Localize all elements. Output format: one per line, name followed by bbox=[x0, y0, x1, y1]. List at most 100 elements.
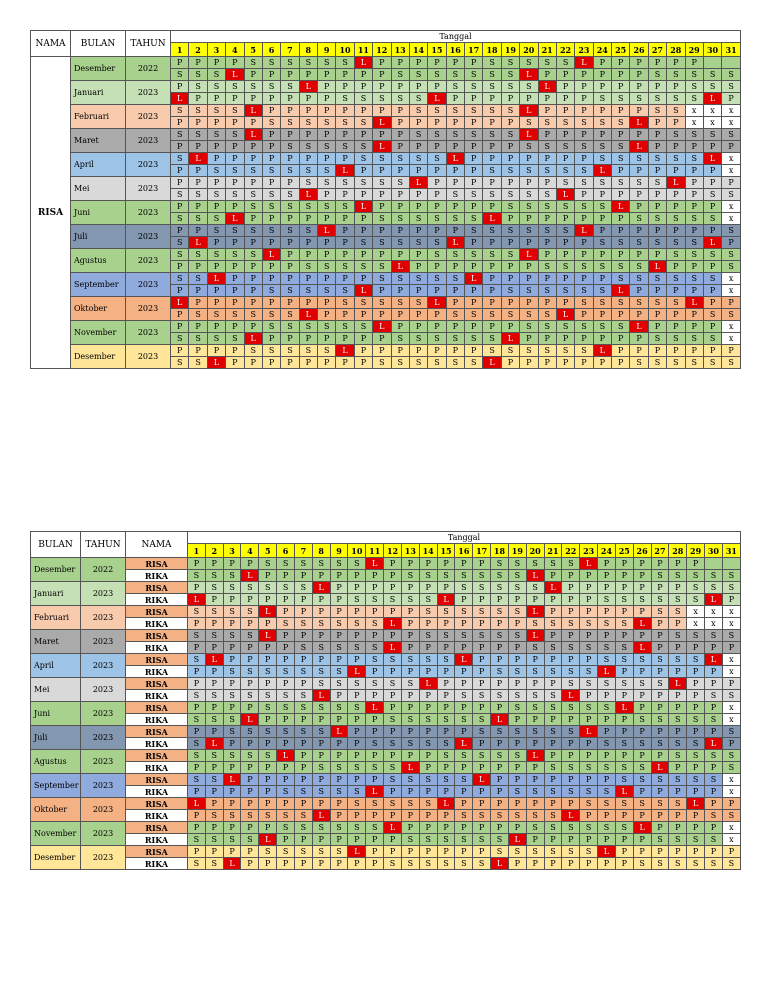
header-bulan: BULAN bbox=[30, 531, 81, 558]
shift-cell: S bbox=[365, 677, 385, 690]
shift-cell: P bbox=[365, 629, 385, 642]
shift-cell: P bbox=[507, 821, 527, 834]
shift-cell: P bbox=[555, 68, 576, 81]
shift-cell: P bbox=[445, 140, 466, 153]
shift-cell: S bbox=[507, 725, 527, 738]
shift-cell: P bbox=[543, 857, 563, 870]
shift-cell: P bbox=[335, 212, 355, 225]
shift-cell: P bbox=[187, 845, 206, 858]
shift-cell: P bbox=[408, 116, 429, 129]
shift-cell: P bbox=[632, 809, 652, 822]
year-label: 2023 bbox=[80, 677, 126, 702]
table-row: November 2023 RISA P P P P P S S S S S S L P P P P P P P S S S S S… bbox=[30, 821, 741, 846]
month-label: September bbox=[30, 773, 81, 798]
table-row: Desember 2023 RISA P P P P S S S S S L P P P P P P P S S S S S S L… bbox=[30, 845, 741, 870]
shift-cell: P bbox=[610, 356, 631, 369]
shift-cell: P bbox=[666, 80, 686, 93]
shift-cell: P bbox=[525, 761, 545, 774]
shift-cell: L bbox=[225, 68, 245, 81]
shift-cell: S bbox=[614, 821, 634, 834]
shift-cell: P bbox=[258, 677, 278, 690]
shift-cell: S bbox=[507, 689, 527, 702]
shift-cell: P bbox=[490, 797, 509, 810]
shift-cell: P bbox=[500, 116, 521, 129]
shift-cell: P bbox=[400, 689, 420, 702]
year-label: 2023 bbox=[80, 605, 126, 630]
shift-cell: P bbox=[400, 665, 420, 678]
shift-cell: S bbox=[507, 665, 527, 678]
shift-cell: P bbox=[372, 68, 392, 81]
shift-cell: P bbox=[276, 833, 295, 846]
table-row: RIKA P P P P P P S S S S S L P P P P P P P S S S S S S L P P P P P bbox=[31, 641, 741, 654]
shift-cell: S bbox=[276, 557, 295, 570]
shift-cell: P bbox=[365, 581, 385, 594]
shift-cell: L bbox=[353, 284, 374, 297]
shift-cell: S bbox=[169, 128, 190, 141]
shift-cell: S bbox=[507, 569, 527, 582]
shift-cell: S bbox=[597, 761, 616, 774]
shift-cell: S bbox=[436, 857, 456, 870]
shift-cell: L bbox=[353, 200, 374, 213]
row-name-risa: RISA bbox=[125, 701, 188, 714]
shift-cell: S bbox=[225, 308, 245, 321]
shift-cell: P bbox=[335, 332, 355, 345]
shift-cell: S bbox=[537, 284, 557, 297]
shift-cell: S bbox=[293, 845, 313, 858]
shift-cell: P bbox=[684, 140, 704, 153]
shift-cell: S bbox=[482, 68, 502, 81]
shift-cell: S bbox=[418, 857, 438, 870]
shift-cell: S bbox=[525, 809, 545, 822]
shift-cell: P bbox=[222, 761, 242, 774]
shift-cell: S bbox=[280, 188, 300, 201]
shift-cell: P bbox=[555, 272, 576, 285]
header-bulan: BULAN bbox=[70, 30, 126, 57]
shift-cell: S bbox=[507, 629, 527, 642]
shift-cell: S bbox=[335, 140, 355, 153]
shift-cell: L bbox=[445, 152, 466, 165]
year-label: 2023 bbox=[80, 629, 126, 654]
shift-cell: P bbox=[472, 593, 492, 606]
shift-cell: P bbox=[261, 68, 282, 81]
shift-cell: P bbox=[668, 809, 688, 822]
shift-cell: P bbox=[188, 296, 208, 309]
shift-cell: S bbox=[543, 785, 563, 798]
shift-cell: P bbox=[316, 236, 337, 249]
day-header: 31 bbox=[721, 543, 741, 558]
shift-cell: P bbox=[537, 104, 557, 117]
shift-cell: S bbox=[684, 356, 704, 369]
row-name-rika: RIKA bbox=[125, 761, 188, 774]
shift-cell: L bbox=[258, 605, 278, 618]
shift-cell: x bbox=[721, 152, 741, 165]
shift-cell: S bbox=[592, 116, 613, 129]
shift-cell: L bbox=[454, 737, 474, 750]
shift-cell: P bbox=[329, 581, 349, 594]
shift-cell: P bbox=[169, 116, 190, 129]
shift-cell: P bbox=[650, 725, 670, 738]
shift-cell: P bbox=[629, 308, 649, 321]
shift-cell: S bbox=[507, 749, 527, 762]
shift-cell: P bbox=[702, 260, 723, 273]
shift-cell: P bbox=[543, 833, 563, 846]
shift-cell: L bbox=[597, 845, 616, 858]
shift-cell: P bbox=[668, 641, 688, 654]
table-row: Agustus 2023 RISA S S S S S L P P P P P P P P S S S S S L P P P P P… bbox=[30, 749, 741, 774]
shift-cell: P bbox=[436, 845, 456, 858]
shift-cell: S bbox=[507, 785, 527, 798]
shift-cell: P bbox=[543, 773, 563, 786]
shift-cell: S bbox=[280, 164, 300, 177]
shift-cell: S bbox=[650, 677, 670, 690]
shift-cell: S bbox=[280, 56, 300, 69]
shift-cell: S bbox=[472, 857, 492, 870]
shift-cell: x bbox=[704, 617, 723, 630]
shift-cell: P bbox=[408, 164, 429, 177]
shift-cell: P bbox=[169, 284, 190, 297]
shift-cell: P bbox=[418, 557, 438, 570]
shift-cell: P bbox=[383, 605, 402, 618]
shift-cell: L bbox=[427, 92, 447, 105]
shift-cell: P bbox=[311, 749, 331, 762]
shift-cell: S bbox=[579, 785, 599, 798]
shift-cell: P bbox=[445, 320, 466, 333]
shift-cell: P bbox=[597, 581, 616, 594]
shift-cell: S bbox=[610, 152, 631, 165]
shift-cell: P bbox=[390, 308, 410, 321]
